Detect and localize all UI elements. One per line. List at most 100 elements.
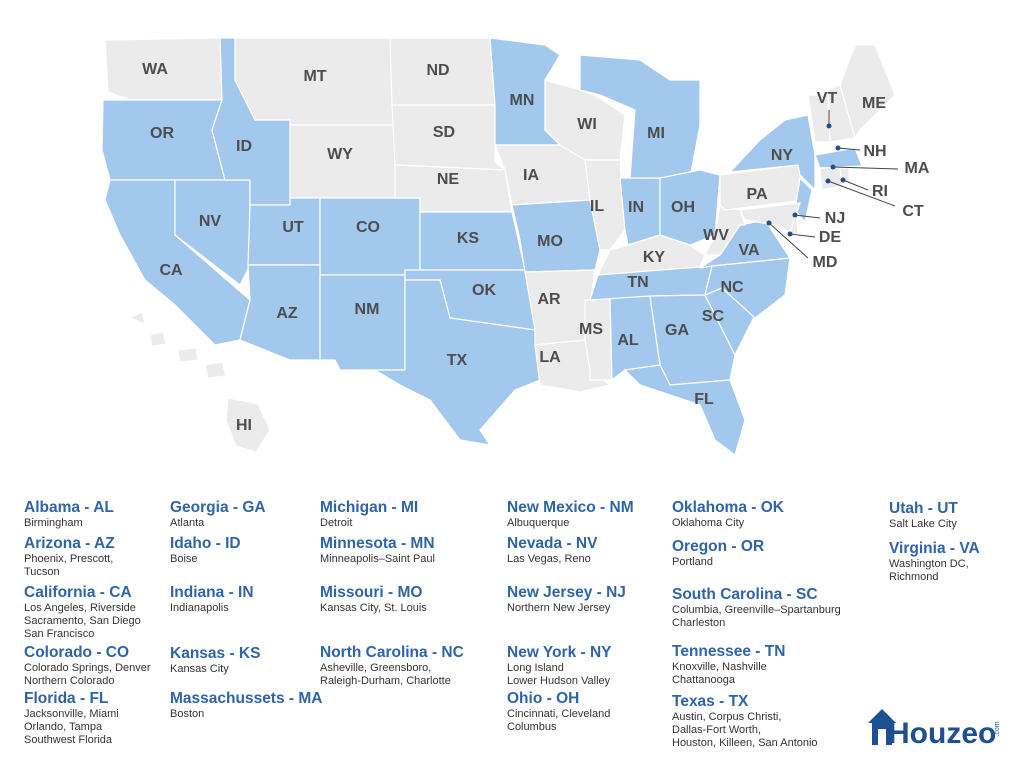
state-label: GA	[665, 322, 689, 339]
legend-city-line: Jacksonville, Miami	[24, 708, 119, 720]
legend-title: New York - NY	[507, 644, 612, 661]
legend-city-line: Austin, Corpus Christi,	[672, 711, 782, 723]
legend-item: Nevada - NV Las Vegas, Reno	[507, 535, 597, 566]
legend-item: North Carolina - NC Asheville, Greensboro…	[320, 644, 464, 688]
logo-house	[868, 709, 896, 745]
state-label: NY	[771, 147, 794, 164]
legend-item: Virginia - VA Washington DC, Richmond	[889, 540, 980, 584]
legend-title: Idaho - ID	[170, 535, 241, 552]
legend-item: Florida - FL Jacksonville, Miami Orlando, …	[24, 690, 119, 747]
legend-city-line: Salt Lake City	[889, 518, 957, 530]
legend-city-line: Orlando, Tampa	[24, 721, 103, 733]
legend-item: Idaho - ID Boise	[170, 535, 241, 566]
state-label: NH	[863, 143, 886, 160]
legend-title: Missouri - MO	[320, 584, 423, 601]
state-shape	[204, 361, 227, 379]
state-label: KS	[457, 230, 480, 247]
legend-item: New Jersey - NJ Northern New Jersey	[507, 584, 626, 615]
legend-title: Albama - AL	[24, 499, 114, 516]
legend-title: Oklahoma - OK	[672, 499, 784, 516]
legend-city-line: Northern Colorado	[24, 675, 115, 687]
state-label: MA	[905, 160, 930, 177]
legend-city-line: Charleston	[672, 617, 726, 629]
state-label: TX	[447, 352, 468, 369]
leader-line	[789, 233, 816, 238]
legend-title: Oregon - OR	[672, 538, 765, 555]
state-label: MN	[510, 92, 535, 109]
legend-city-line: Las Vegas, Reno	[507, 553, 591, 565]
legend-item: Georgia - GA Atlanta	[170, 499, 266, 530]
state-shape	[239, 264, 321, 361]
state-label: NV	[199, 213, 222, 230]
legend-city-line: Boston	[170, 708, 205, 720]
state-label: NE	[437, 171, 460, 188]
legend-title: Florida - FL	[24, 690, 109, 707]
leader-dot	[835, 145, 841, 151]
legend-title: Massachussets - MA	[170, 690, 323, 707]
leader-line	[837, 147, 861, 151]
leader-dot	[792, 212, 798, 218]
legend-item: South Carolina - SC Columbia, Greenville–…	[672, 586, 841, 630]
legend-city-line: Boise	[170, 553, 198, 565]
legend-city-line: Albuquerque	[507, 517, 570, 529]
state-shape	[319, 197, 421, 276]
legend-title: Colorado - CO	[24, 644, 130, 661]
legend-title: Michigan - MI	[320, 499, 419, 516]
legend-city-line: Long Island	[507, 662, 564, 674]
legend-city-line: San Francisco	[24, 628, 95, 640]
legend-city-line: Birmingham	[24, 517, 83, 529]
legend-city-line: Columbia, Greenville–Spartanburg	[672, 604, 841, 616]
state-label: LA	[539, 349, 561, 366]
logo-suffix: .com	[994, 721, 1001, 736]
state-label: WI	[577, 116, 597, 133]
legend-city-line: Knoxville, Nashville	[672, 661, 767, 673]
legend-city-line: Colorado Springs, Denver	[24, 662, 151, 674]
state-shape	[319, 274, 406, 371]
state-label: WV	[703, 227, 729, 244]
legend-title: New Jersey - NJ	[507, 584, 626, 601]
legend-item: Utah - UT Salt Lake City	[889, 500, 958, 531]
state-shape	[819, 167, 843, 191]
legend-city-line: Sacramento, San Diego	[24, 615, 141, 627]
state-shape	[739, 202, 801, 233]
state-shape	[704, 204, 746, 256]
leader-line	[768, 222, 809, 259]
state-label: SD	[433, 124, 455, 141]
legend-item: Albama - AL Birmingham	[24, 499, 114, 530]
legend-city-line: Tucson	[24, 566, 60, 578]
legend-item: Colorado - CO Colorado Springs, Denver Nor…	[24, 644, 151, 688]
legend-city-line: Kansas City	[170, 663, 229, 675]
leader-dot	[787, 231, 793, 237]
state-label: WY	[327, 146, 353, 163]
us-map: WA OR CA NV ID MT WY UT CO AZ NM ND SD NE KS OK TX MN IA MO…	[101, 37, 930, 457]
state-label: RI	[872, 183, 888, 200]
legend-city-line: Cincinnati, Cleveland	[507, 708, 611, 720]
legend-city-line: Portland	[672, 556, 713, 568]
legend-title: California - CA	[24, 584, 132, 601]
legend-city-line: Minneapolis–Saint Paul	[320, 553, 435, 565]
legend-city-line: Kansas City, St. Louis	[320, 602, 427, 614]
state-label: DE	[819, 229, 842, 246]
state-label: NC	[720, 279, 744, 296]
state-label: HI	[236, 417, 252, 434]
state-shape	[128, 311, 146, 325]
legend-item: Michigan - MI Detroit	[320, 499, 418, 530]
state-label: UT	[282, 219, 304, 236]
legend-title: Utah - UT	[889, 500, 958, 517]
legend-title: Minnesota - MN	[320, 535, 435, 552]
legend-item: Texas - TX Austin, Corpus Christi, Dallas-…	[672, 693, 818, 750]
legend-city-line: Houston, Killeen, San Antonio	[672, 737, 818, 749]
state-label: MS	[579, 321, 603, 338]
state-label: FL	[694, 391, 714, 408]
state-shape	[794, 176, 813, 224]
legend-item: Indiana - IN Indianapolis	[170, 584, 254, 615]
state-label: OK	[472, 282, 496, 299]
state-label: PA	[746, 186, 767, 203]
state-label: ID	[236, 138, 252, 155]
legend-title: Nevada - NV	[507, 535, 598, 552]
legend-item: California - CA Los Angeles, Riverside Sac…	[24, 584, 141, 641]
legend-city-line: Asheville, Greensboro,	[320, 662, 432, 674]
state-shape	[177, 347, 199, 363]
state-shape	[149, 331, 167, 347]
